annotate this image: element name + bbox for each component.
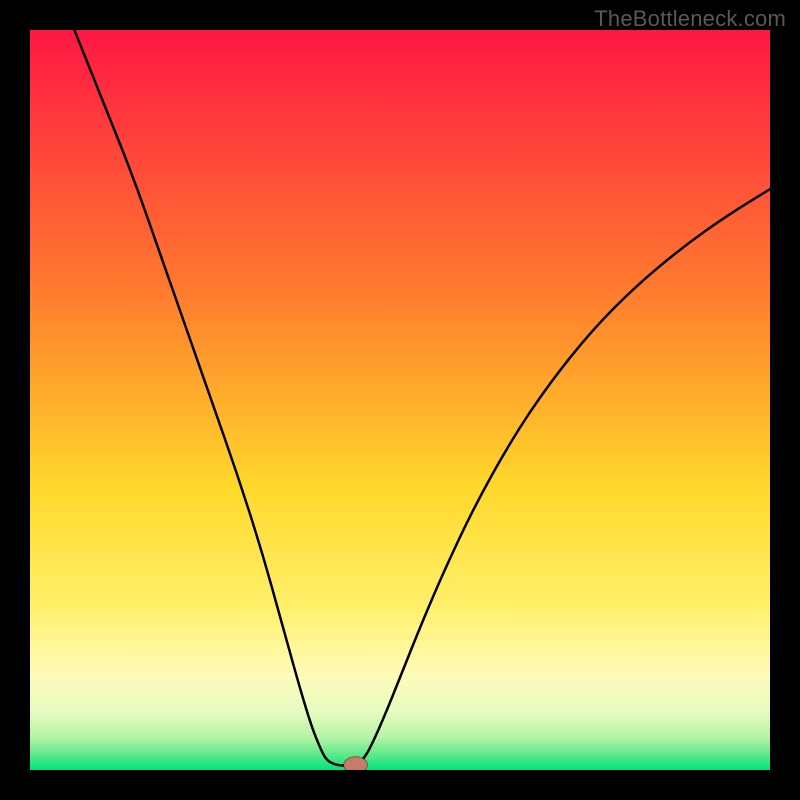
chart-background [30, 30, 770, 770]
chart-svg [30, 30, 770, 770]
watermark-text: TheBottleneck.com [594, 6, 786, 32]
optimum-marker [344, 757, 368, 770]
chart-area [30, 30, 770, 770]
canvas: TheBottleneck.com [0, 0, 800, 800]
